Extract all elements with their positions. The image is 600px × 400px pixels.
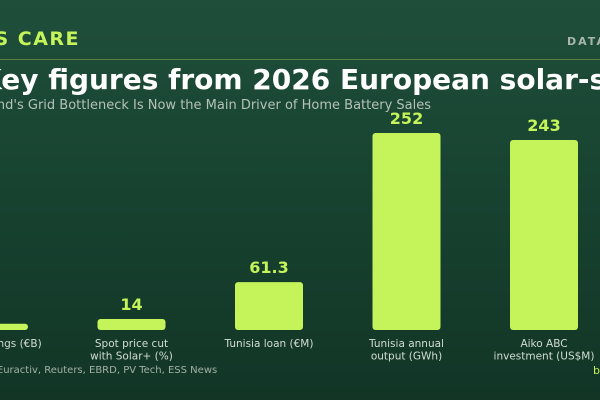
bar-1 xyxy=(0,323,28,330)
bar-4-category-label: output (GWh) xyxy=(371,351,442,363)
bar-5 xyxy=(510,140,578,330)
bar-3-category-label: Tunisia loan (€M) xyxy=(224,338,314,350)
bar-2 xyxy=(97,319,166,330)
brand-logo: ES CARE xyxy=(0,28,81,50)
bar-2-category-label: Spot price cut xyxy=(95,338,168,350)
bar-1-category-label: Solar savings (€B) xyxy=(0,338,42,350)
footer-mark: b xyxy=(593,364,600,377)
chart-title: Key figures from 2026 European solar-sto… xyxy=(0,63,600,96)
bar-5-category-label: investment (US$M) xyxy=(494,351,595,363)
bar-2-category-label: with Solar+ (%) xyxy=(90,351,173,363)
bar-4-value-label: 252 xyxy=(390,109,423,128)
bar-5-value-label: 243 xyxy=(527,116,560,135)
bar-3-value-label: 61.3 xyxy=(249,258,288,277)
chart-subtitle: Poland's Grid Bottleneck Is Now the Main… xyxy=(0,98,431,113)
header-divider xyxy=(0,59,600,60)
bar-3 xyxy=(235,282,303,330)
section-tag: DATA xyxy=(567,35,600,48)
bar-4-category-label: Tunisia annual xyxy=(368,338,444,350)
bar-2-value-label: 14 xyxy=(120,295,142,314)
bar-5-category-label: Aiko ABC xyxy=(520,338,567,350)
bar-4 xyxy=(372,133,441,330)
source-note: Source: Euractiv, Reuters, EBRD, PV Tech… xyxy=(0,365,218,376)
